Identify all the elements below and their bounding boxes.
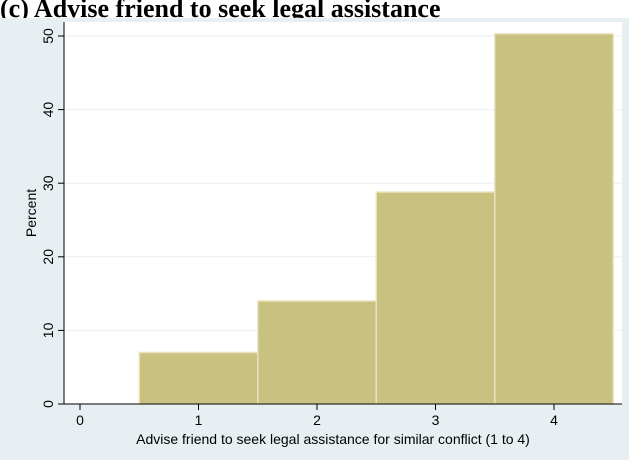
y-tick-label: 10 (40, 322, 56, 338)
bar-3 (375, 191, 496, 405)
figure-caption: (c) Advise friend to seek legal assistan… (0, 0, 441, 23)
y-tick-label: 40 (40, 102, 56, 118)
x-tick-label: 3 (432, 412, 440, 428)
y-tick-label: 0 (40, 400, 56, 408)
bars (138, 33, 614, 405)
y-tick-label: 20 (40, 249, 56, 265)
y-tick-label: 30 (40, 175, 56, 191)
bar-chart: 0 1 2 3 4 0 10 20 30 40 50 Advise friend to seek … (0, 18, 629, 460)
x-tick-label: 4 (550, 412, 558, 428)
x-tick-label: 1 (195, 412, 203, 428)
y-axis-label: Percent (23, 189, 39, 237)
x-axis-label: Advise friend to seek legal assistance f… (136, 431, 530, 447)
x-axis-ticks: 0 1 2 3 4 (76, 404, 558, 428)
y-tick-label: 50 (40, 28, 56, 44)
y-axis-ticks: 0 10 20 30 40 50 (40, 28, 64, 408)
bar-4 (494, 33, 614, 405)
axes (63, 22, 622, 405)
x-tick-label: 2 (313, 412, 321, 428)
bar-2 (257, 300, 377, 405)
bar-1 (138, 351, 259, 405)
x-tick-label: 0 (76, 412, 84, 428)
